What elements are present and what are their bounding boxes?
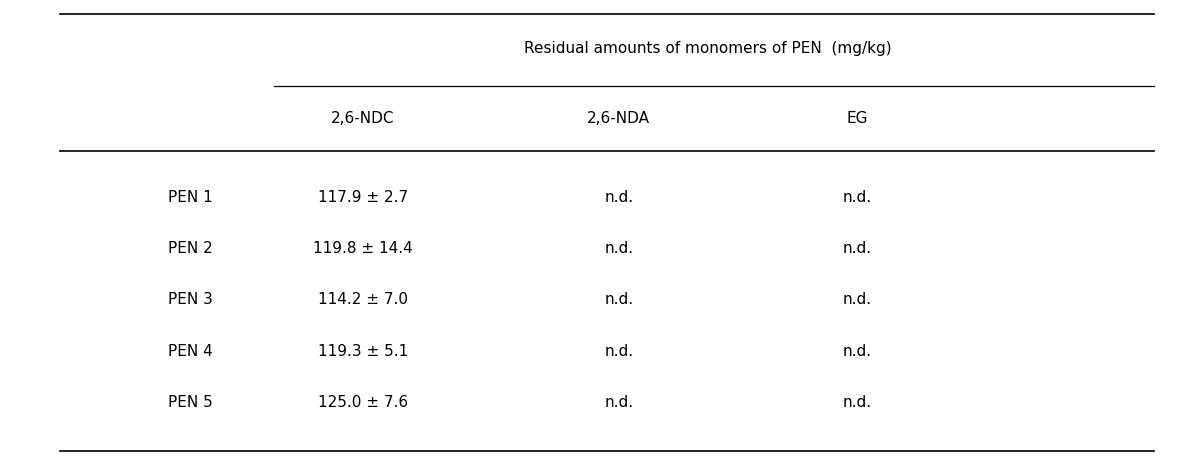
Text: PEN 2: PEN 2	[168, 241, 213, 256]
Text: PEN 3: PEN 3	[168, 292, 213, 307]
Text: n.d.: n.d.	[605, 190, 633, 205]
Text: PEN 1: PEN 1	[168, 190, 213, 205]
Text: 125.0 ± 7.6: 125.0 ± 7.6	[318, 395, 408, 410]
Text: 114.2 ± 7.0: 114.2 ± 7.0	[318, 292, 408, 307]
Text: n.d.: n.d.	[843, 292, 871, 307]
Text: n.d.: n.d.	[843, 395, 871, 410]
Text: PEN 5: PEN 5	[168, 395, 213, 410]
Text: 117.9 ± 2.7: 117.9 ± 2.7	[318, 190, 408, 205]
Text: n.d.: n.d.	[843, 241, 871, 256]
Text: PEN 4: PEN 4	[168, 344, 213, 359]
Text: n.d.: n.d.	[843, 190, 871, 205]
Text: n.d.: n.d.	[605, 395, 633, 410]
Text: Residual amounts of monomers of PEN  (mg/kg): Residual amounts of monomers of PEN (mg/…	[525, 41, 891, 56]
Text: n.d.: n.d.	[605, 344, 633, 359]
Text: 119.3 ± 5.1: 119.3 ± 5.1	[318, 344, 408, 359]
Text: n.d.: n.d.	[605, 241, 633, 256]
Text: n.d.: n.d.	[605, 292, 633, 307]
Text: 2,6-NDC: 2,6-NDC	[331, 111, 395, 126]
Text: EG: EG	[846, 111, 868, 126]
Text: 119.8 ± 14.4: 119.8 ± 14.4	[313, 241, 413, 256]
Text: 2,6-NDA: 2,6-NDA	[588, 111, 650, 126]
Text: n.d.: n.d.	[843, 344, 871, 359]
